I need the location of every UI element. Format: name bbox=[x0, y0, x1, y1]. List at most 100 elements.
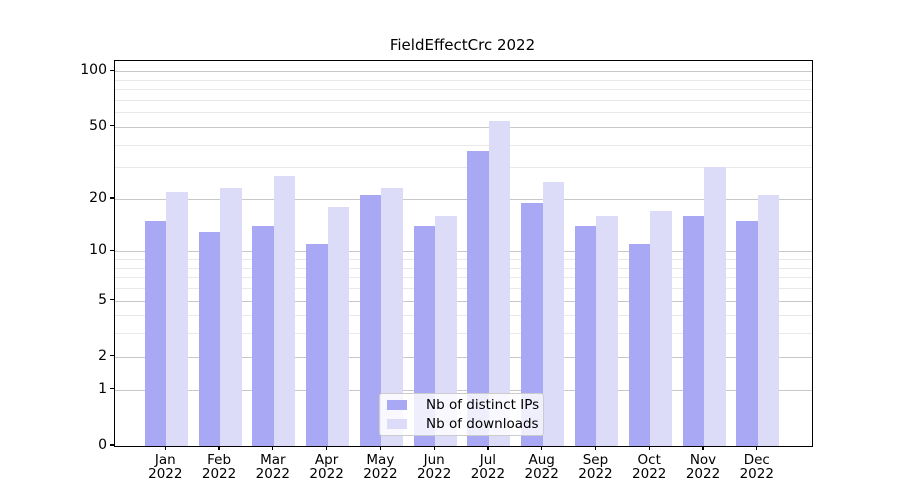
x-tick-mark-jul bbox=[487, 446, 489, 450]
bar-downloads-sep bbox=[596, 216, 618, 446]
plot-area bbox=[114, 59, 813, 447]
bar-downloads-jun bbox=[435, 216, 457, 446]
bar-distinct-ips-aug bbox=[521, 202, 543, 446]
gridline-minor-80 bbox=[115, 89, 812, 91]
x-tick-year-text: 2022 bbox=[632, 466, 667, 482]
x-tick-month-text: Jan bbox=[154, 451, 176, 468]
x-tick-year-text: 2022 bbox=[255, 466, 290, 482]
gridline-major-50 bbox=[115, 126, 812, 128]
x-tick-mark-may bbox=[379, 446, 381, 450]
x-tick-mark-mar bbox=[272, 446, 274, 450]
x-tick-label-aug: Aug 2022 bbox=[512, 451, 572, 482]
x-tick-label-jul: Jul 2022 bbox=[458, 451, 518, 482]
x-tick-year-text: 2022 bbox=[309, 466, 344, 482]
x-tick-year-text: 2022 bbox=[470, 466, 506, 482]
y-tick-mark-50 bbox=[109, 125, 114, 127]
legend-label-downloads: Nb of downloads bbox=[426, 416, 539, 432]
bar-distinct-ips-apr bbox=[306, 244, 328, 446]
bar-downloads-mar bbox=[273, 175, 296, 446]
bar-distinct-ips-feb bbox=[198, 231, 221, 446]
legend-box: Nb of distinct IPs Nb of downloads bbox=[379, 393, 544, 436]
y-tick-label-0: 0 bbox=[98, 437, 107, 453]
x-tick-label-sep: Sep 2022 bbox=[565, 452, 625, 482]
x-tick-year-text: 2022 bbox=[524, 466, 559, 482]
gridline-minor-7 bbox=[115, 277, 812, 279]
x-tick-month-text: Nov bbox=[689, 451, 717, 468]
bar-distinct-ips-nov bbox=[682, 216, 704, 446]
x-tick-label-jun: Jun 2022 bbox=[404, 451, 464, 482]
bar-distinct-ips-may bbox=[359, 195, 382, 446]
y-tick-label-20: 20 bbox=[89, 189, 107, 206]
bar-distinct-ips-jul bbox=[467, 150, 489, 446]
y-tick-label-5: 5 bbox=[98, 291, 107, 308]
gridline-major-2 bbox=[115, 356, 812, 358]
bar-distinct-ips-jan bbox=[144, 220, 167, 446]
gridline-minor-9 bbox=[115, 259, 812, 261]
x-tick-mark-aug bbox=[541, 446, 543, 450]
x-tick-month-text: May bbox=[366, 451, 395, 468]
gridline-minor-4 bbox=[115, 315, 812, 317]
gridline-minor-8 bbox=[115, 267, 812, 269]
bar-downloads-may bbox=[381, 188, 403, 446]
gridline-minor-40 bbox=[115, 144, 812, 146]
gridline-major-5 bbox=[115, 300, 812, 302]
legend-swatch-downloads bbox=[387, 418, 407, 430]
x-tick-mark-oct bbox=[648, 446, 650, 450]
x-tick-mark-nov bbox=[702, 446, 704, 450]
bar-distinct-ips-sep bbox=[574, 226, 597, 446]
x-tick-month-text: Oct bbox=[637, 451, 661, 468]
legend-item-downloads: Nb of downloads bbox=[387, 416, 543, 432]
x-tick-label-jan: Jan 2022 bbox=[135, 451, 195, 482]
x-tick-month-text: Jun bbox=[423, 451, 445, 468]
bar-downloads-jul bbox=[488, 120, 511, 446]
x-tick-month-text: Aug bbox=[528, 451, 555, 468]
gridline-major-100 bbox=[115, 71, 812, 73]
x-tick-year-text: 2022 bbox=[685, 466, 721, 482]
bar-downloads-feb bbox=[220, 188, 242, 446]
x-tick-year-text: 2022 bbox=[739, 466, 774, 482]
gridline-major-10 bbox=[115, 251, 812, 253]
bar-downloads-jan bbox=[166, 191, 188, 446]
bar-downloads-dec bbox=[757, 195, 780, 446]
x-tick-label-oct: Oct 2022 bbox=[619, 451, 679, 482]
gridline-minor-6 bbox=[115, 288, 812, 290]
x-tick-year-text: 2022 bbox=[416, 466, 452, 482]
y-tick-mark-100 bbox=[109, 69, 114, 72]
bar-distinct-ips-oct bbox=[628, 244, 651, 446]
gridline-minor-90 bbox=[115, 79, 812, 81]
x-tick-mark-sep bbox=[594, 446, 597, 450]
x-tick-mark-feb bbox=[218, 446, 220, 450]
x-tick-month-text: Jul bbox=[479, 451, 497, 468]
y-tick-mark-2 bbox=[109, 355, 114, 357]
gridline-minor-30 bbox=[115, 167, 812, 169]
x-tick-label-nov: Nov 2022 bbox=[673, 451, 733, 482]
x-tick-year-text: 2022 bbox=[363, 466, 398, 482]
chart-title: FieldEffectCrc 2022 bbox=[389, 36, 536, 54]
bar-distinct-ips-jun bbox=[413, 226, 436, 446]
y-tick-mark-0 bbox=[109, 444, 114, 446]
legend-swatch-distinct-ips bbox=[387, 399, 407, 411]
x-tick-year-text: 2022 bbox=[578, 466, 613, 482]
bar-downloads-aug bbox=[542, 181, 565, 446]
bar-downloads-apr bbox=[327, 207, 350, 446]
bar-distinct-ips-mar bbox=[252, 226, 274, 446]
x-tick-mark-apr bbox=[326, 446, 328, 450]
x-tick-label-mar: Mar 2022 bbox=[243, 452, 303, 482]
x-tick-year-text: 2022 bbox=[148, 466, 183, 482]
x-tick-mark-jan bbox=[164, 446, 166, 450]
y-tick-mark-5 bbox=[109, 298, 114, 301]
x-tick-month-text: Dec bbox=[743, 451, 770, 468]
gridline-major-1 bbox=[115, 389, 812, 391]
x-tick-month-text: Apr bbox=[314, 451, 339, 468]
x-tick-label-feb: Feb 2022 bbox=[189, 451, 249, 482]
y-tick-label-50: 50 bbox=[89, 117, 107, 134]
bar-downloads-oct bbox=[650, 211, 672, 446]
x-tick-month-text: Feb bbox=[207, 451, 232, 468]
y-tick-label-100: 100 bbox=[80, 62, 107, 79]
gridline-minor-3 bbox=[115, 333, 812, 335]
gridline-major-20 bbox=[115, 198, 812, 200]
y-tick-mark-20 bbox=[109, 197, 114, 199]
x-tick-label-apr: Apr 2022 bbox=[297, 451, 357, 482]
bar-downloads-nov bbox=[704, 167, 726, 446]
gridline-minor-60 bbox=[115, 112, 812, 114]
